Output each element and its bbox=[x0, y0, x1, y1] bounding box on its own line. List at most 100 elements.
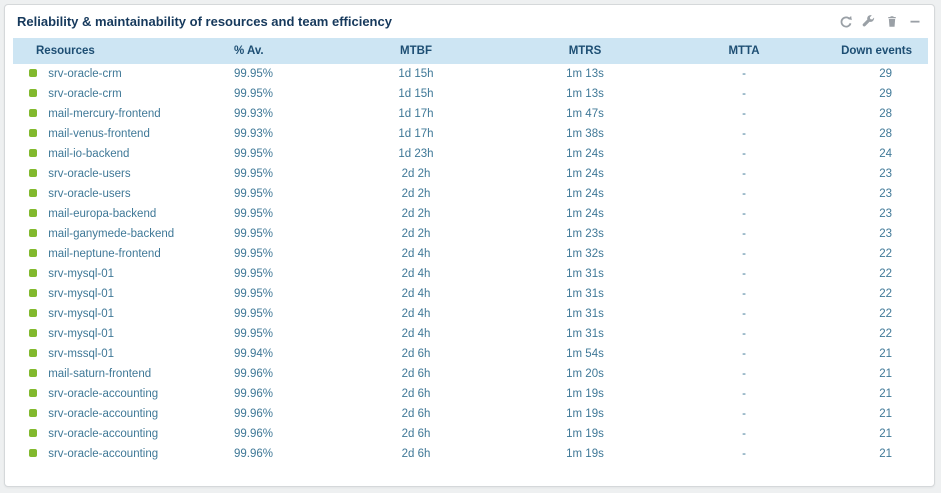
availability-value: 99.95% bbox=[234, 228, 274, 240]
table-row: srv-oracle-users 99.95% 2d 2h 1m 24s - 2… bbox=[13, 184, 928, 204]
mtrs-value: 1m 24s bbox=[566, 168, 604, 180]
resource-name[interactable]: srv-mssql-01 bbox=[48, 347, 115, 360]
down-events-value: 23 bbox=[879, 228, 892, 240]
down-events-value: 21 bbox=[879, 368, 892, 380]
widget-toolbar bbox=[838, 14, 922, 29]
resource-name[interactable]: mail-ganymede-backend bbox=[48, 227, 175, 240]
trash-icon[interactable] bbox=[884, 14, 899, 29]
table-row: srv-mssql-01 99.94% 2d 6h 1m 54s - 21 bbox=[13, 344, 928, 364]
resource-name[interactable]: srv-mysql-01 bbox=[48, 307, 115, 320]
collapse-icon[interactable] bbox=[907, 14, 922, 29]
mtbf-value: 2d 6h bbox=[401, 428, 431, 440]
status-ok-icon bbox=[29, 168, 37, 177]
down-events-value: 21 bbox=[879, 428, 892, 440]
availability-value: 99.95% bbox=[234, 288, 274, 300]
resource-name[interactable]: srv-oracle-accounting bbox=[48, 407, 159, 420]
table-row: srv-oracle-accounting 99.96% 2d 6h 1m 19… bbox=[13, 384, 928, 404]
table-row: mail-venus-frontend 99.93% 1d 17h 1m 38s… bbox=[13, 124, 928, 144]
resource-name[interactable]: srv-mysql-01 bbox=[48, 327, 115, 340]
resource-name[interactable]: srv-oracle-accounting bbox=[48, 387, 159, 400]
mtta-value: - bbox=[742, 288, 746, 300]
table-body: srv-oracle-crm 99.95% 1d 15h 1m 13s - 29… bbox=[13, 64, 928, 464]
availability-value: 99.96% bbox=[234, 388, 274, 400]
mtta-value: - bbox=[742, 348, 746, 360]
down-events-value: 21 bbox=[879, 408, 892, 420]
status-ok-icon bbox=[29, 448, 37, 457]
status-ok-icon bbox=[29, 208, 37, 217]
availability-value: 99.93% bbox=[234, 128, 274, 140]
table-row: mail-neptune-frontend 99.95% 2d 4h 1m 32… bbox=[13, 244, 928, 264]
table-row: mail-ganymede-backend 99.95% 2d 2h 1m 23… bbox=[13, 224, 928, 244]
status-ok-icon bbox=[29, 388, 37, 397]
table-row: srv-mysql-01 99.95% 2d 4h 1m 31s - 22 bbox=[13, 284, 928, 304]
mtrs-value: 1m 47s bbox=[566, 108, 604, 120]
mtbf-value: 1d 15h bbox=[398, 88, 434, 100]
resource-name[interactable]: mail-mercury-frontend bbox=[48, 107, 161, 120]
status-ok-icon bbox=[29, 368, 37, 377]
down-events-value: 29 bbox=[879, 88, 892, 100]
mtrs-value: 1m 24s bbox=[566, 148, 604, 160]
widget-titlebar: Reliability & maintainability of resourc… bbox=[5, 5, 934, 36]
availability-value: 99.95% bbox=[234, 168, 274, 180]
resource-name[interactable]: srv-oracle-accounting bbox=[48, 447, 159, 460]
mtbf-value: 2d 4h bbox=[401, 328, 431, 340]
resource-name[interactable]: mail-venus-frontend bbox=[48, 127, 150, 140]
availability-value: 99.95% bbox=[234, 88, 274, 100]
down-events-value: 24 bbox=[879, 148, 892, 160]
refresh-icon[interactable] bbox=[838, 14, 853, 29]
resource-name[interactable]: srv-mysql-01 bbox=[48, 287, 115, 300]
mtbf-value: 2d 2h bbox=[401, 168, 431, 180]
resource-name[interactable]: mail-saturn-frontend bbox=[48, 367, 152, 380]
availability-value: 99.95% bbox=[234, 328, 274, 340]
status-ok-icon bbox=[29, 128, 37, 137]
column-header-down-events: Down events bbox=[809, 38, 928, 64]
down-events-value: 22 bbox=[879, 308, 892, 320]
status-ok-icon bbox=[29, 428, 37, 437]
resource-name[interactable]: srv-oracle-users bbox=[48, 167, 131, 180]
status-ok-icon bbox=[29, 248, 37, 257]
mtta-value: - bbox=[742, 428, 746, 440]
mtta-value: - bbox=[742, 308, 746, 320]
widget-panel: Reliability & maintainability of resourc… bbox=[4, 4, 935, 487]
status-ok-icon bbox=[29, 108, 37, 117]
mtta-value: - bbox=[742, 388, 746, 400]
mtbf-value: 2d 2h bbox=[401, 208, 431, 220]
widget-title: Reliability & maintainability of resourc… bbox=[17, 14, 392, 29]
resource-name[interactable]: srv-oracle-crm bbox=[48, 67, 122, 80]
resource-name[interactable]: mail-europa-backend bbox=[48, 207, 157, 220]
mtbf-value: 2d 4h bbox=[401, 268, 431, 280]
resource-name[interactable]: srv-oracle-crm bbox=[48, 87, 122, 100]
down-events-value: 22 bbox=[879, 248, 892, 260]
availability-value: 99.95% bbox=[234, 208, 274, 220]
resource-name[interactable]: srv-oracle-accounting bbox=[48, 427, 159, 440]
resource-name[interactable]: mail-io-backend bbox=[48, 147, 130, 160]
column-header-availability: % Av. bbox=[226, 38, 341, 64]
mtta-value: - bbox=[742, 188, 746, 200]
wrench-icon[interactable] bbox=[861, 14, 876, 29]
resource-name[interactable]: srv-oracle-users bbox=[48, 187, 131, 200]
mtbf-value: 2d 4h bbox=[401, 248, 431, 260]
column-header-mtrs: MTRS bbox=[491, 38, 679, 64]
mtbf-value: 1d 17h bbox=[398, 128, 434, 140]
mtta-value: - bbox=[742, 148, 746, 160]
mtrs-value: 1m 13s bbox=[566, 68, 604, 80]
resource-name[interactable]: srv-mysql-01 bbox=[48, 267, 115, 280]
availability-value: 99.93% bbox=[234, 108, 274, 120]
down-events-value: 21 bbox=[879, 448, 892, 460]
availability-value: 99.95% bbox=[234, 148, 274, 160]
availability-value: 99.95% bbox=[234, 268, 274, 280]
mtbf-value: 2d 6h bbox=[401, 348, 431, 360]
table-row: srv-oracle-accounting 99.96% 2d 6h 1m 19… bbox=[13, 444, 928, 464]
availability-value: 99.95% bbox=[234, 308, 274, 320]
mtrs-value: 1m 31s bbox=[566, 308, 604, 320]
resource-name[interactable]: mail-neptune-frontend bbox=[48, 247, 161, 260]
mtta-value: - bbox=[742, 228, 746, 240]
mtta-value: - bbox=[742, 128, 746, 140]
down-events-value: 21 bbox=[879, 388, 892, 400]
mtbf-value: 2d 6h bbox=[401, 388, 431, 400]
mtbf-value: 1d 15h bbox=[398, 68, 434, 80]
status-ok-icon bbox=[29, 188, 37, 197]
mtbf-value: 1d 17h bbox=[398, 108, 434, 120]
table-row: srv-mysql-01 99.95% 2d 4h 1m 31s - 22 bbox=[13, 304, 928, 324]
mtbf-value: 1d 23h bbox=[398, 148, 434, 160]
